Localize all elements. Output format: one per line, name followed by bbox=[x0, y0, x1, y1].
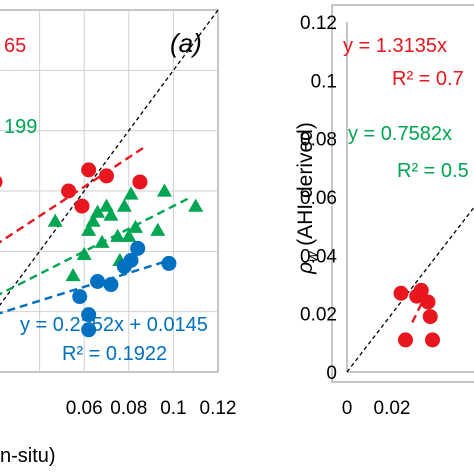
panel-b-x-tick-label: 0.02 bbox=[374, 398, 411, 419]
panel-a-point-green bbox=[123, 186, 139, 200]
panel-b: 00.020.040.060.080.10.12 0 0.02 ρw (AHI d… bbox=[294, 4, 474, 419]
panel-a-point-blue bbox=[123, 252, 139, 268]
panel-a-label: (a) bbox=[170, 28, 202, 58]
panel-a-blue-equation: y = 0.2252x + 0.0145 bbox=[20, 314, 208, 336]
panel-b-y-axis-symbol: ρ bbox=[294, 262, 317, 275]
panel-b-y-tick-label: 0.08 bbox=[300, 130, 337, 151]
panel-b-red-equation: y = 1.3135x bbox=[343, 35, 447, 57]
panel-a-point-green bbox=[76, 246, 92, 260]
panel-b-y-tick-labels: 0 0.02 0.04 0.06 0.08 0.1 0.12 bbox=[300, 13, 337, 384]
panel-a-fit-line-green bbox=[0, 195, 192, 296]
panel-a-point-green bbox=[156, 183, 172, 197]
panel-a-annotation-red: 65 bbox=[4, 35, 26, 57]
panel-b-points bbox=[393, 282, 440, 348]
panel-b-one-to-one-line bbox=[346, 206, 474, 373]
panel-a-point-green bbox=[127, 219, 143, 233]
panel-b-point-red bbox=[398, 332, 413, 348]
panel-a-point-green bbox=[188, 198, 204, 212]
panel-a-point-red bbox=[132, 174, 148, 190]
panel-a-point-green bbox=[150, 222, 166, 236]
panel-a-point-green bbox=[47, 213, 63, 227]
panel-b-frame bbox=[331, 4, 474, 383]
panel-b-y-tick-label: 0.12 bbox=[300, 13, 337, 34]
panel-b-y-axis-label: ρw (AHI derived) bbox=[294, 122, 320, 275]
panel-a-points bbox=[0, 162, 204, 338]
panel-b-green-equation: y = 0.7582x bbox=[348, 123, 452, 145]
panel-a-point-red bbox=[61, 183, 77, 199]
panel-b-x-tick-label: 0 bbox=[342, 398, 353, 419]
panel-a-point-blue bbox=[72, 289, 88, 305]
panel-b-y-tick-label: 0.02 bbox=[300, 305, 337, 326]
panel-b-reference-line bbox=[346, 206, 474, 373]
panel-b-point-red bbox=[425, 332, 440, 348]
panel-a-point-red bbox=[0, 176, 3, 188]
panel-a-point-red bbox=[74, 198, 90, 214]
panel-a-fit-lines bbox=[0, 144, 192, 315]
panel-a-x-axis-label: n-situ) bbox=[0, 445, 56, 467]
panel-a-x-tick-label: 0.12 bbox=[200, 398, 237, 419]
panel-a-x-tick-labels: 0.06 0.08 0.1 0.12 bbox=[66, 398, 237, 419]
panel-a-point-green bbox=[103, 207, 119, 221]
panel-a-fit-line-red bbox=[0, 144, 148, 244]
panel-a-point-blue bbox=[130, 240, 146, 256]
panel-a-point-blue bbox=[103, 277, 119, 293]
panel-a-point-green bbox=[99, 198, 114, 212]
panel-a-point-green bbox=[90, 204, 106, 218]
panel-b-y-axis-text: (AHI derived) bbox=[294, 122, 317, 252]
panel-b-y-tick-label: 0.1 bbox=[311, 71, 337, 92]
panel-a-point-green bbox=[110, 228, 126, 242]
panel-a-x-tick-label: 0.06 bbox=[66, 398, 103, 419]
panel-a-point-red bbox=[81, 162, 97, 178]
panel-b-y-tick-label: 0.06 bbox=[300, 188, 337, 209]
panel-a-x-tick-label: 0.1 bbox=[160, 398, 186, 419]
panel-b-x-tick-labels: 0 0.02 bbox=[342, 398, 411, 419]
panel-b-y-tick-label: 0 bbox=[326, 363, 337, 384]
panel-a-fit-line-blue bbox=[0, 259, 170, 315]
panel-b-y-tick-label: 0.04 bbox=[300, 246, 337, 267]
panel-a-point-green bbox=[121, 228, 137, 242]
panel-b-point-red bbox=[422, 309, 438, 325]
panel-b-y-axis-subscript: w bbox=[304, 251, 320, 262]
panel-a-point-blue bbox=[90, 274, 106, 289]
panel-b-point-red bbox=[420, 294, 436, 310]
panel-a-x-tick-label: 0.08 bbox=[110, 398, 147, 419]
panel-a-blue-r2: R² = 0.1922 bbox=[62, 343, 167, 365]
panel-a-point-blue bbox=[161, 255, 177, 271]
panel-a-point-green bbox=[94, 234, 110, 248]
panel-b-red-r2: R² = 0.7 bbox=[392, 68, 464, 90]
panel-b-point-red bbox=[413, 282, 429, 298]
panel-a: 0.06 0.08 0.1 0.12 (a) 65 199 y = 0.2252x +… bbox=[0, 9, 237, 467]
panel-b-green-r2: R² = 0.5 bbox=[397, 160, 469, 182]
panel-a-point-green bbox=[81, 222, 97, 236]
panel-b-point-red bbox=[393, 285, 409, 301]
panel-a-point-red bbox=[99, 168, 114, 184]
panel-a-point-green bbox=[65, 267, 81, 282]
panel-a-point-blue bbox=[81, 322, 97, 338]
panel-a-point-green bbox=[116, 198, 132, 212]
panel-a-point-blue bbox=[81, 307, 97, 323]
panel-a-point-green bbox=[85, 213, 101, 227]
panel-a-annotation-green: 199 bbox=[4, 116, 37, 138]
